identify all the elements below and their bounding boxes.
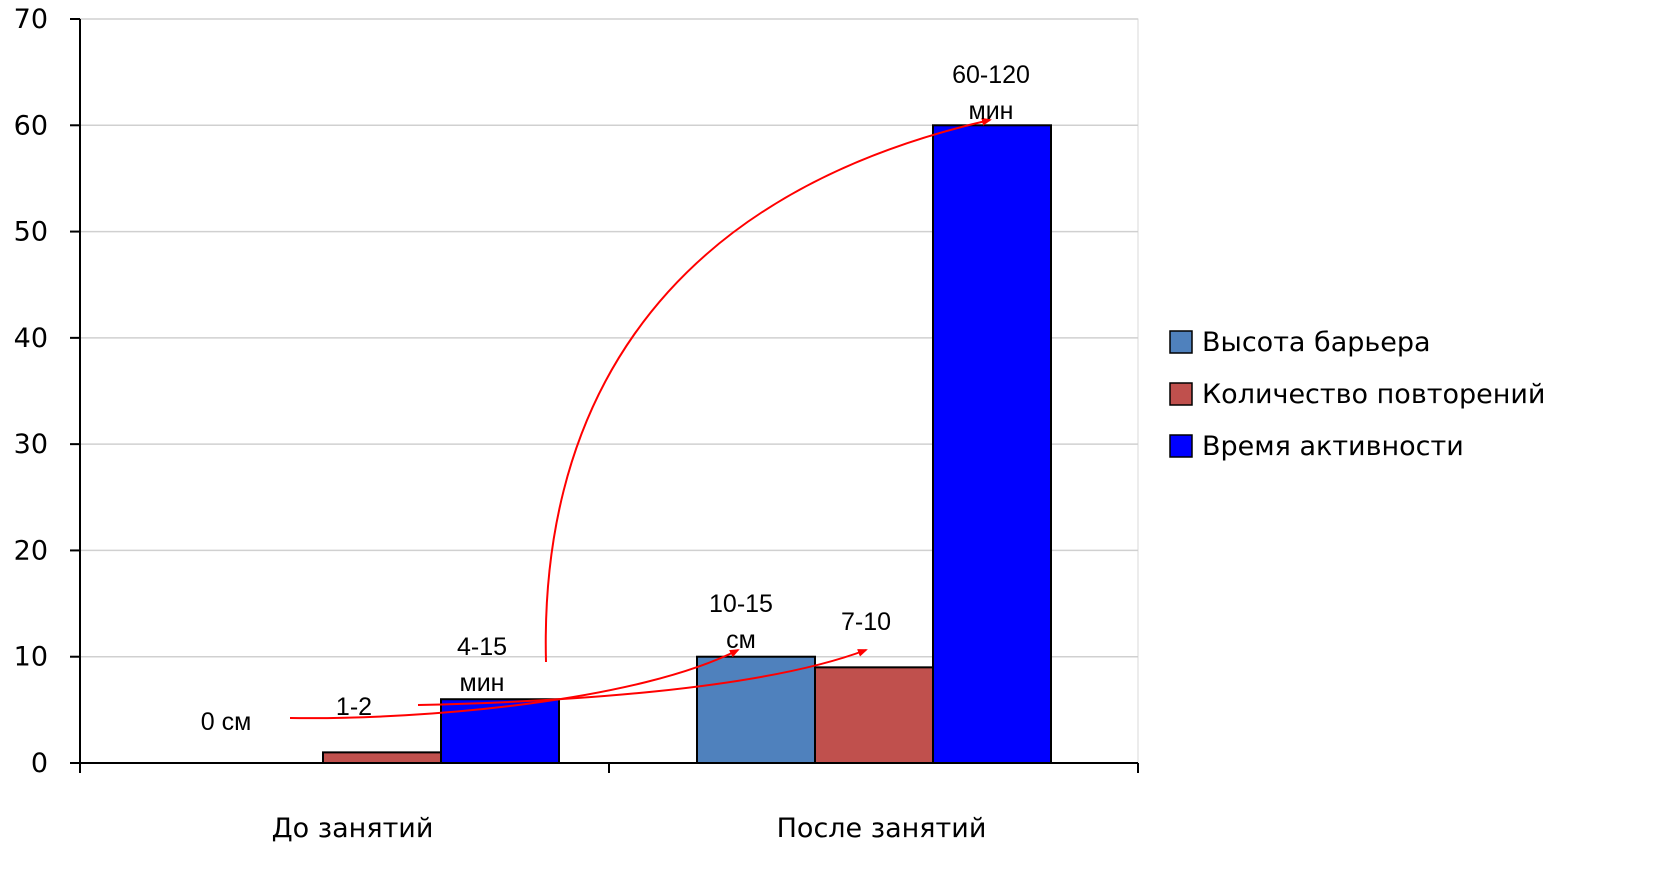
legend: Высота барьера Количество повторений Время… xyxy=(1169,327,1545,462)
annotation-arrow xyxy=(289,649,740,720)
data-label: 0 см xyxy=(201,708,252,736)
y-tick-label: 40 xyxy=(14,323,48,354)
legend-swatch xyxy=(1169,330,1193,354)
legend-swatch xyxy=(1169,382,1193,406)
data-labels: 0 см 1-2 4-15 мин 10-15 см 7-10 60-120 мин xyxy=(201,61,1030,736)
legend-label: Высота барьера xyxy=(1202,327,1431,358)
legend-swatch xyxy=(1169,434,1193,458)
axes: 0 10 20 30 40 50 60 70 До занятий После занятий xyxy=(14,4,1139,844)
x-category-label: После занятий xyxy=(777,813,987,844)
annotation-arrows xyxy=(289,117,992,720)
y-tick-label: 10 xyxy=(14,642,48,673)
bar xyxy=(814,666,934,764)
y-tick-label: 70 xyxy=(14,4,48,35)
data-label: 60-120 мин xyxy=(952,61,1030,125)
data-label: 4-15 мин xyxy=(457,633,507,697)
y-tick-label: 50 xyxy=(14,217,48,248)
data-label: 10-15 см xyxy=(709,590,773,654)
bar xyxy=(696,655,816,765)
bar xyxy=(440,698,560,765)
x-category-label: До занятий xyxy=(272,813,434,844)
data-label: 1-2 xyxy=(336,693,372,721)
bar xyxy=(932,124,1052,765)
bar xyxy=(322,751,442,764)
annotation-arrow xyxy=(544,117,992,663)
annotation-arrow xyxy=(417,649,868,706)
y-tick-label: 60 xyxy=(14,110,48,141)
data-label: 7-10 xyxy=(841,608,891,636)
y-tick-label: 20 xyxy=(14,535,48,566)
y-tick-label: 0 xyxy=(31,748,48,779)
legend-label: Количество повторений xyxy=(1202,379,1545,410)
y-tick-label: 30 xyxy=(14,429,48,460)
legend-label: Время активности xyxy=(1202,431,1464,462)
